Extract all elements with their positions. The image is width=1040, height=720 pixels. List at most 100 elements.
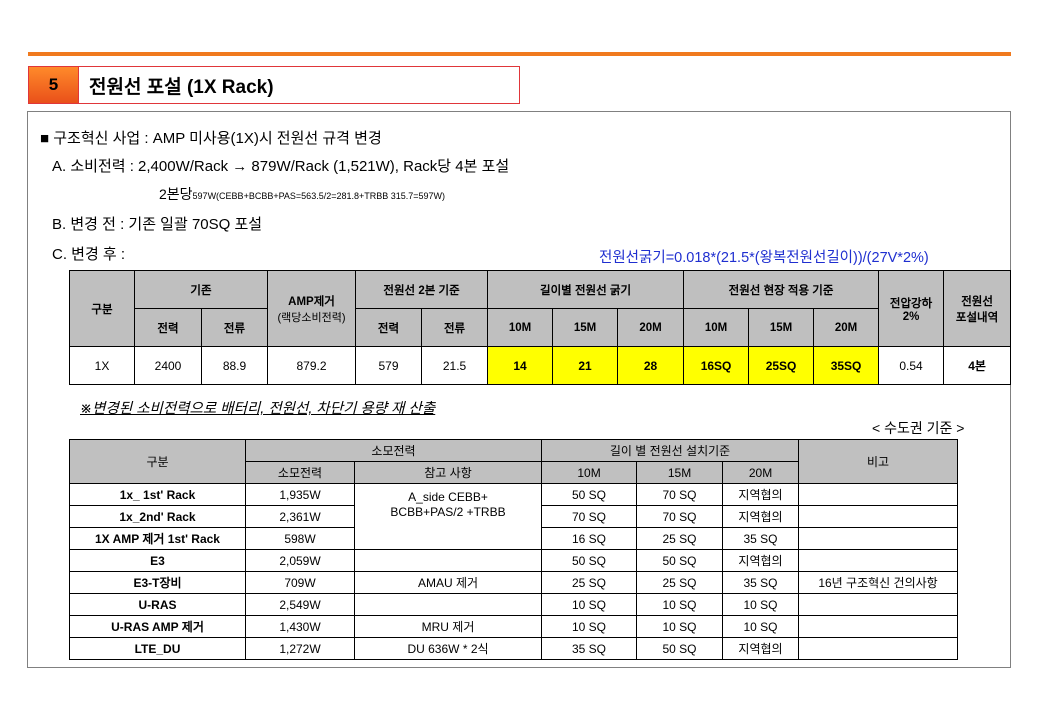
th-existing-power: 전력 xyxy=(134,308,202,347)
table-row: 1x_2nd' Rack 2,361W 70 SQ 70 SQ 지역협의 xyxy=(69,505,959,528)
intro-line-a: A. 소비전력 : 2,400W/Rack → 879W/Rack (1,521… xyxy=(52,158,510,175)
row-power: 598W xyxy=(245,527,355,550)
row-name: LTE_DU xyxy=(69,637,246,660)
row-name: U-RAS xyxy=(69,593,246,616)
cell-category: 1X xyxy=(69,346,135,385)
equipment-table: 구분 소모전력 길이 별 전원선 설치기준 비고 소모전력 참고 사항 10M … xyxy=(69,439,959,660)
cell-install: 4본 xyxy=(943,346,1012,385)
th-existing-current: 전류 xyxy=(200,308,269,347)
row-15m: 10 SQ xyxy=(636,615,724,638)
intro-line-b: B. 변경 전 : 기존 일괄 70SQ 포설 xyxy=(52,216,263,233)
row-reference-merged: A_side CEBB+ BCBB+PAS/2 +TRBB xyxy=(353,483,543,550)
cell-existing-power: 2400 xyxy=(134,346,202,385)
th-c2-current: 전류 xyxy=(421,308,489,347)
th-install-detail: 전원선 포설내역 xyxy=(943,270,1012,347)
row-20m: 10 SQ xyxy=(722,593,800,616)
row-reference xyxy=(353,593,543,616)
recalc-note: ※변경된 소비전력으로 배터리, 전원선, 차단기 용량 재 산출 xyxy=(80,401,436,417)
row-15m: 70 SQ xyxy=(636,483,724,506)
region-basis: < 수도권 기준 > xyxy=(872,420,965,436)
th2-remarks: 비고 xyxy=(798,439,959,484)
th-std-15m: 15M xyxy=(748,308,815,347)
cell-std-10m: 16SQ xyxy=(683,346,750,385)
intro-line-detail: 2본당597W(CEBB+BCBB+PAS=563.5/2=281.8+TRBB… xyxy=(159,184,445,204)
top-orange-rule xyxy=(28,52,1011,56)
table-row: 1x_ 1st' Rack 1,935W A_side CEBB+ BCBB+P… xyxy=(69,483,959,550)
row-10m: 10 SQ xyxy=(541,593,638,616)
th-cable-2: 전원선 2본 기준 xyxy=(355,270,489,309)
th-len-15m: 15M xyxy=(552,308,619,347)
row-10m: 70 SQ xyxy=(541,505,638,528)
row-power: 2,549W xyxy=(245,593,355,616)
row-power: 2,361W xyxy=(245,505,355,528)
row-remark: 16년 구조혁신 건의사항 xyxy=(798,571,959,594)
table-row: LTE_DU 1,272W DU 636W * 2식 35 SQ 50 SQ 지… xyxy=(69,637,959,660)
cell-c2-current: 21.5 xyxy=(421,346,489,385)
row-remark xyxy=(798,527,959,550)
cell-len-20m: 28 xyxy=(617,346,685,385)
th-amp-removed: AMP제거 (랙당소비전력) xyxy=(267,270,357,347)
cell-len-10m: 14 xyxy=(487,346,554,385)
row-remark xyxy=(798,593,959,616)
row-10m: 16 SQ xyxy=(541,527,638,550)
row-15m: 25 SQ xyxy=(636,571,724,594)
row-20m: 35 SQ xyxy=(722,527,800,550)
row-name: E3-T장비 xyxy=(69,571,246,594)
th-voltage-drop: 전압강하 2% xyxy=(878,270,945,347)
row-remark xyxy=(798,615,959,638)
th2-20m: 20M xyxy=(722,461,800,484)
table-row: E3-T장비 709W AMAU 제거 25 SQ 25 SQ 35 SQ 16… xyxy=(69,571,959,594)
row-20m: 10 SQ xyxy=(722,615,800,638)
th-amp-removed-sub: (랙당소비전력) xyxy=(277,311,346,324)
section-header: 5 전원선 포설 (1X Rack) xyxy=(28,66,520,104)
row-name: 1x_ 1st' Rack xyxy=(69,483,246,506)
th-std-20m: 20M xyxy=(813,308,880,347)
row-power: 709W xyxy=(245,571,355,594)
th-applied-standard: 전원선 현장 적용 기준 xyxy=(683,270,880,309)
row-10m: 50 SQ xyxy=(541,549,638,572)
row-20m: 지역협의 xyxy=(722,549,800,572)
row-15m: 70 SQ xyxy=(636,505,724,528)
section-title: 전원선 포설 (1X Rack) xyxy=(89,76,274,98)
content-box xyxy=(27,111,1011,668)
table-row: U-RAS 2,549W 10 SQ 10 SQ 10 SQ xyxy=(69,593,959,616)
th-c2-power: 전력 xyxy=(355,308,423,347)
row-reference xyxy=(353,549,543,572)
table-row: E3 2,059W 50 SQ 50 SQ 지역협의 xyxy=(69,549,959,572)
row-name: E3 xyxy=(69,549,246,572)
table-row: U-RAS AMP 제거 1,430W MRU 제거 10 SQ 10 SQ 1… xyxy=(69,615,959,638)
cell-voltage-drop: 0.54 xyxy=(878,346,945,385)
th-category: 구분 xyxy=(69,270,135,347)
row-20m: 지역협의 xyxy=(722,505,800,528)
detail-small: 597W(CEBB+BCBB+PAS=563.5/2=281.8+TRBB 31… xyxy=(192,191,446,201)
row-10m: 10 SQ xyxy=(541,615,638,638)
th-std-10m: 10M xyxy=(683,308,750,347)
th-amp-removed-label: AMP제거 xyxy=(288,295,335,308)
row-10m: 50 SQ xyxy=(541,483,638,506)
row-20m: 35 SQ xyxy=(722,571,800,594)
row-power: 1,272W xyxy=(245,637,355,660)
detail-main: 2본당 xyxy=(159,186,193,202)
cable-formula: 전원선굵기=0.018*(21.5*(왕복전원선길이))/(27V*2%) xyxy=(599,250,929,266)
cell-std-15m: 25SQ xyxy=(748,346,815,385)
row-reference: AMAU 제거 xyxy=(353,571,543,594)
row-15m: 50 SQ xyxy=(636,637,724,660)
th-length-thickness: 길이별 전원선 굵기 xyxy=(487,270,685,309)
th-len-20m: 20M xyxy=(617,308,685,347)
row-15m: 50 SQ xyxy=(636,549,724,572)
row-20m: 지역협의 xyxy=(722,637,800,660)
row-remark xyxy=(798,505,959,528)
row-name: U-RAS AMP 제거 xyxy=(69,615,246,638)
row-name: 1X AMP 제거 1st' Rack xyxy=(69,527,246,550)
row-10m: 35 SQ xyxy=(541,637,638,660)
th2-15m: 15M xyxy=(636,461,724,484)
cell-amp-removed: 879.2 xyxy=(267,346,357,385)
section-number: 5 xyxy=(29,67,79,103)
row-remark xyxy=(798,637,959,660)
cell-c2-power: 579 xyxy=(355,346,423,385)
row-20m: 지역협의 xyxy=(722,483,800,506)
table-row: 1X 2400 88.9 879.2 579 21.5 14 21 28 16S… xyxy=(69,346,1012,385)
row-reference: MRU 제거 xyxy=(353,615,543,638)
row-remark xyxy=(798,483,959,506)
row-15m: 10 SQ xyxy=(636,593,724,616)
